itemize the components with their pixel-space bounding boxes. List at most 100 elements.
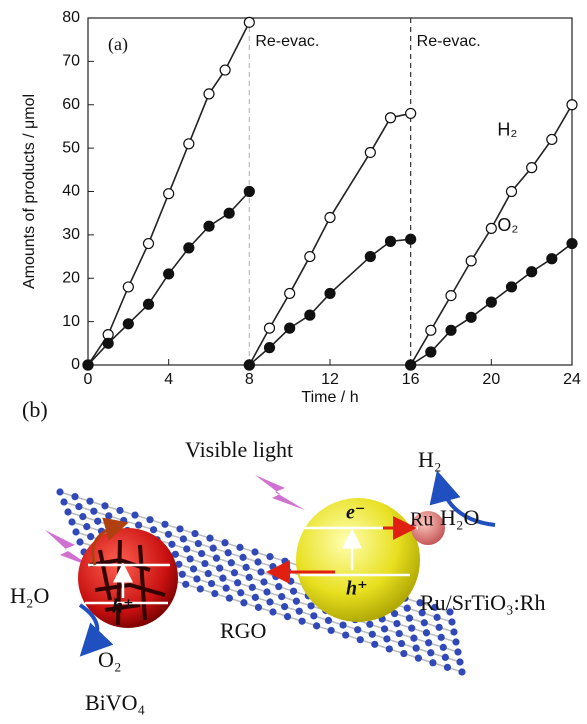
sheet-atom (369, 631, 376, 638)
sheet-atom (240, 599, 247, 606)
data-point (244, 17, 254, 27)
data-point (184, 243, 194, 253)
sheet-atom (415, 655, 422, 662)
sheet-atom (410, 635, 417, 642)
sheet-atom (228, 559, 235, 566)
sheet-atom (116, 507, 123, 514)
sheet-atom (444, 664, 451, 671)
sheet-atom (307, 602, 314, 609)
data-point (507, 187, 517, 197)
sheet-atom (339, 621, 346, 628)
data-point (406, 360, 416, 370)
sheet-atom (219, 575, 226, 582)
sheet-atom (284, 613, 291, 620)
data-point (265, 343, 275, 353)
data-point (567, 100, 577, 110)
sheet-atom (398, 640, 405, 647)
x-tick-label: 16 (402, 371, 420, 388)
reevac-label: Re-evac. (417, 33, 481, 50)
sheet-atom (64, 508, 71, 515)
sheet-atom (223, 585, 230, 592)
sheet-atom (94, 518, 101, 525)
sheet-atom (146, 516, 153, 523)
sheet-atom (269, 608, 276, 615)
data-point (386, 236, 396, 246)
data-point (365, 252, 375, 262)
sheet-atom (313, 622, 320, 629)
data-point (527, 163, 537, 173)
data-point (244, 360, 254, 370)
sheet-atom (187, 555, 194, 562)
sheet-atom (201, 560, 208, 567)
diagram-label: (b) (22, 397, 48, 422)
sheet-atom (150, 526, 157, 533)
sheet-atom (236, 544, 243, 551)
sheet-atom (179, 571, 186, 578)
sheet-atom (263, 588, 270, 595)
sheet-atom (182, 581, 189, 588)
y-axis-label: Amounts of products / μmol (21, 94, 38, 289)
x-tick-label: 8 (245, 371, 254, 388)
data-point (184, 139, 194, 149)
data-point (144, 299, 154, 309)
data-point (204, 221, 214, 231)
data-point (164, 189, 174, 199)
x-tick-label: 12 (321, 371, 339, 388)
diagram-b: (b)Visible lightH₂H₂Oe⁻Ruh⁺Ru/SrTiO₃:RhR… (10, 397, 545, 715)
data-point (265, 323, 275, 333)
trend-line (411, 105, 572, 365)
sheet-atom (68, 518, 75, 525)
data-point (466, 312, 476, 322)
data-point (244, 187, 254, 197)
y-tick-label: 0 (71, 356, 80, 373)
sheet-atom (393, 620, 400, 627)
sheet-atom (413, 645, 420, 652)
sheet-atom (454, 648, 461, 655)
sheet-atom (275, 583, 282, 590)
diagram-label: h⁺ (346, 578, 368, 600)
data-point (325, 288, 335, 298)
diagram-label: O₂ (98, 647, 122, 672)
sheet-atom (208, 580, 215, 587)
data-point (567, 239, 577, 249)
sheet-atom (404, 605, 411, 612)
sheet-atom (266, 553, 273, 560)
x-tick-label: 20 (482, 371, 500, 388)
sheet-atom (234, 579, 241, 586)
x-tick-label: 24 (563, 371, 581, 388)
y-tick-label: 30 (62, 226, 80, 243)
data-point (446, 291, 456, 301)
data-point (466, 256, 476, 266)
sheet-atom (216, 565, 223, 572)
sheet-atom (135, 521, 142, 528)
sheet-atom (180, 535, 187, 542)
data-point (224, 208, 234, 218)
y-tick-label: 60 (62, 96, 80, 113)
sheet-atom (211, 590, 218, 597)
panel-label: (a) (108, 34, 128, 55)
sheet-atom (386, 645, 393, 652)
diagram-label: H₂O (10, 583, 49, 608)
sheet-atom (296, 608, 303, 615)
sheet-atom (206, 535, 213, 542)
sheet-atom (249, 584, 256, 591)
sheet-atom (421, 619, 428, 626)
data-point (547, 134, 557, 144)
sheet-atom (131, 511, 138, 518)
sheet-atom (165, 531, 172, 538)
data-point (406, 108, 416, 118)
data-point (220, 65, 230, 75)
figure: 0481216202401020304050607080Time / hAmou… (0, 0, 587, 724)
data-point (426, 347, 436, 357)
sheet-atom (79, 513, 86, 520)
y-tick-label: 70 (62, 53, 80, 70)
sheet-atom (325, 617, 332, 624)
sheet-atom (383, 635, 390, 642)
x-tick-label: 0 (84, 371, 93, 388)
data-point (365, 147, 375, 157)
diagram-label: Visible light (185, 437, 293, 462)
data-point (164, 269, 174, 279)
plot-frame (88, 18, 572, 365)
data-point (406, 234, 416, 244)
sheet-atom (310, 612, 317, 619)
